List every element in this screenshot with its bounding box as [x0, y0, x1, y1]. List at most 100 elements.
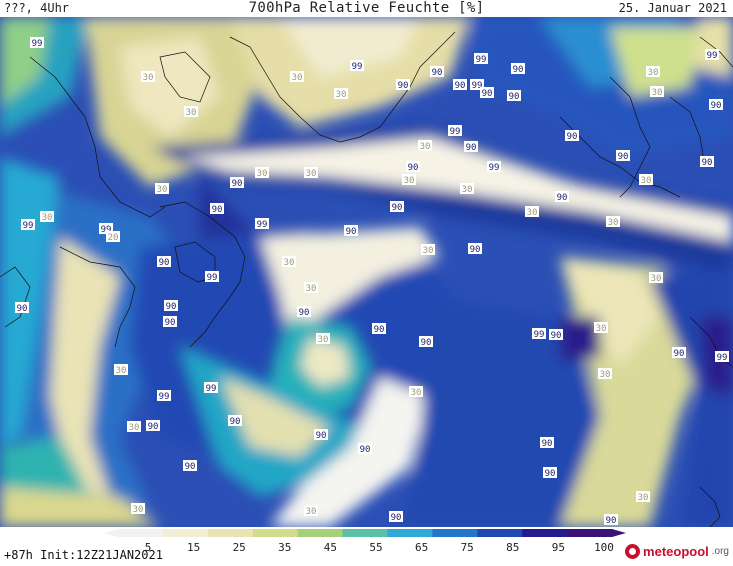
contour-label: 30 [594, 322, 608, 334]
contour-label: 90 [540, 437, 554, 449]
contour-label: 90 [230, 177, 244, 189]
contour-label: 30 [649, 272, 663, 284]
svg-text:30: 30 [651, 274, 662, 284]
legend-tick-label: 5 [145, 541, 152, 554]
svg-text:90: 90 [432, 68, 443, 78]
contour-label: 90 [389, 511, 403, 523]
contour-label: 30 [304, 505, 318, 517]
svg-text:90: 90 [567, 132, 578, 142]
svg-text:90: 90 [360, 445, 371, 455]
logo-icon [625, 544, 641, 559]
svg-text:90: 90 [674, 349, 685, 359]
svg-text:30: 30 [336, 90, 347, 100]
contour-label: 90 [464, 141, 478, 153]
svg-text:90: 90 [391, 513, 402, 523]
svg-text:99: 99 [32, 39, 43, 49]
contour-label: 30 [636, 491, 650, 503]
svg-text:99: 99 [717, 353, 728, 363]
legend-tick-label: 65 [415, 541, 428, 554]
svg-text:90: 90 [421, 338, 432, 348]
contour-label: 30 [290, 71, 304, 83]
humidity-field [0, 17, 733, 527]
contour-label: 30 [409, 386, 423, 398]
coastlines-sharp [0, 31, 733, 527]
svg-text:30: 30 [600, 370, 611, 380]
legend-tick-label: 75 [461, 541, 474, 554]
legend-swatch [567, 529, 613, 537]
svg-text:90: 90 [551, 331, 562, 341]
svg-text:90: 90 [542, 439, 553, 449]
contour-label: 90 [419, 336, 433, 348]
legend-arrow-low [104, 529, 118, 537]
svg-text:30: 30 [186, 108, 197, 118]
contour-label: 99 [205, 271, 219, 283]
svg-text:90: 90 [513, 65, 524, 75]
legend-tick-label: 85 [506, 541, 519, 554]
svg-text:90: 90 [702, 158, 713, 168]
contour-label: 20 [106, 231, 120, 243]
contour-label: 90 [700, 156, 714, 168]
contour-label: 90 [396, 79, 410, 91]
legend-swatch [118, 529, 164, 537]
contour-labels: 99 30 30 99 90 99 90 30 99 30 90 90 99 90 90 30 90 30 99 90… [15, 37, 729, 526]
svg-text:99: 99 [534, 330, 545, 340]
svg-text:90: 90 [398, 81, 409, 91]
contour-label: 30 [334, 88, 348, 100]
contour-label: 90 [453, 79, 467, 91]
svg-text:90: 90 [482, 89, 493, 99]
svg-text:90: 90 [232, 179, 243, 189]
contour-label: 90 [604, 514, 618, 526]
svg-text:30: 30 [596, 324, 607, 334]
contour-label: 30 [40, 211, 54, 223]
legend-tick-label: 25 [233, 541, 246, 554]
legend-swatch [162, 529, 209, 537]
header-run-label: ???, 4Uhr [4, 1, 70, 15]
contour-label: 99 [448, 125, 462, 137]
svg-text:90: 90 [166, 302, 177, 312]
legend-tick-label: 15 [187, 541, 200, 554]
svg-text:30: 30 [648, 68, 659, 78]
contour-label: 90 [555, 191, 569, 203]
valid-date: 25. Januar 2021 [618, 1, 727, 15]
svg-text:90: 90 [408, 163, 419, 173]
contour-label: 90 [672, 347, 686, 359]
contour-label: 30 [598, 368, 612, 380]
svg-text:90: 90 [557, 193, 568, 203]
svg-text:90: 90 [466, 143, 477, 153]
contour-label: 90 [430, 66, 444, 78]
legend-tick-label: 35 [278, 541, 291, 554]
run-info: +87h Init:12Z21JAN2021 [4, 548, 163, 562]
contour-label: 30 [282, 256, 296, 268]
svg-text:99: 99 [707, 51, 718, 61]
contour-label: 90 [164, 300, 178, 312]
contour-label: 30 [650, 86, 664, 98]
svg-text:30: 30 [411, 388, 422, 398]
contour-label: 90 [549, 329, 563, 341]
svg-text:30: 30 [638, 493, 649, 503]
contour-label: 30 [131, 503, 145, 515]
contour-label: 99 [21, 219, 35, 231]
svg-text:30: 30 [157, 185, 168, 195]
contour-label: 90 [543, 467, 557, 479]
contour-label: 30 [127, 421, 141, 433]
contour-label: 90 [344, 225, 358, 237]
contour-label: 99 [30, 37, 44, 49]
svg-text:30: 30 [318, 335, 329, 345]
contour-label: 30 [114, 364, 128, 376]
svg-text:90: 90 [165, 318, 176, 328]
svg-text:30: 30 [404, 176, 415, 186]
logo-text: meteopool [643, 544, 709, 559]
svg-text:90: 90 [148, 422, 159, 432]
svg-text:30: 30 [292, 73, 303, 83]
meteopool-logo[interactable]: meteopool .org [625, 544, 729, 559]
svg-text:30: 30 [420, 142, 431, 152]
contour-label: 30 [606, 216, 620, 228]
logo-ext: .org [711, 546, 729, 557]
colorbar-legend: 5 15 25 35 45 55 65 75 85 95 100 [104, 529, 626, 554]
contour-label: 99 [157, 390, 171, 402]
svg-text:99: 99 [489, 163, 500, 173]
svg-text:30: 30 [143, 73, 154, 83]
legend-swatch [522, 529, 568, 537]
svg-text:30: 30 [257, 169, 268, 179]
contour-label: 30 [639, 174, 653, 186]
